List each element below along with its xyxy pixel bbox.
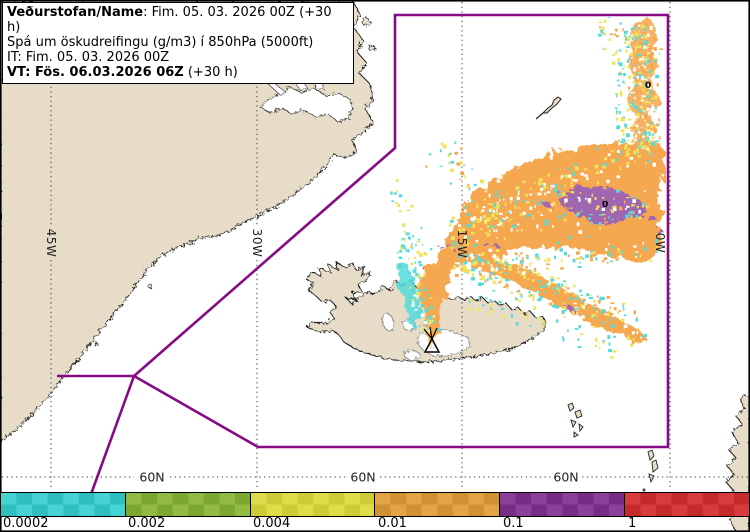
plume-purple-fragments <box>439 203 663 312</box>
colorbar-tick: 0.0002 <box>3 516 49 531</box>
latitude-label-60n-1: 60N <box>139 469 165 485</box>
header-vt-bold: VT: Fös. 06.03.2026 06Z <box>7 65 184 80</box>
plume-purple-core <box>558 186 647 222</box>
header-name-bold: Veðurstofan/Name <box>7 5 144 20</box>
colorbar-segment-orange <box>375 493 501 516</box>
colorbar-segment-red <box>625 493 750 516</box>
colorbar-segment-yellow <box>250 493 376 516</box>
colorbar-segment-purple <box>500 493 626 516</box>
header-line-3: IT: Fim. 05. 03. 2026 00Z <box>7 50 170 65</box>
latitude-label-60n-3: 60N <box>553 469 579 485</box>
graticule <box>2 2 748 490</box>
colorbar-tick: 0.002 <box>128 516 166 531</box>
ash-plume <box>388 17 665 359</box>
plume-speckles <box>388 17 664 359</box>
shetland-islands <box>642 449 659 492</box>
fir-boundary <box>57 13 670 498</box>
volcano-eruption-icon <box>423 326 441 353</box>
contour-label-0-a: 0 <box>602 200 609 210</box>
meridian-label-15w: 15W <box>455 229 469 259</box>
header-line-2: Spá um öskudreifingu (g/m3) í 850hPa (50… <box>7 35 314 50</box>
jan-mayen-island <box>535 96 562 120</box>
concentration-colorbar <box>0 492 750 517</box>
latitude-label-60n-2: 60N <box>350 469 376 485</box>
meridian-label-30w: 30W <box>250 228 264 258</box>
colorbar-tick: 0.01 <box>378 516 407 531</box>
header-line-4: VT: Fös. 06.03.2026 06Z (+30 h) <box>7 65 238 80</box>
colorbar-tick-labels: 0.0002 0.002 0.004 0.01 0.1 1 <box>0 516 750 532</box>
plume-cyan-west-streak <box>398 262 420 330</box>
faroe-islands <box>567 402 584 438</box>
colorbar-tick: 0.1 <box>503 516 524 531</box>
colorbar-segment-green <box>125 493 251 516</box>
colorbar-tick: 1 <box>628 516 637 531</box>
colorbar-tick: 0.004 <box>253 516 291 531</box>
colorbar-segment-cyan <box>0 493 126 516</box>
header-line-1: Veðurstofan/Name: Fim. 05. 03. 2026 00Z … <box>7 5 332 35</box>
forecast-header-box: Veðurstofan/Name: Fim. 05. 03. 2026 00Z … <box>2 2 354 84</box>
meridian-label-45w: 45W <box>44 228 58 258</box>
contour-label-0-b: 0 <box>645 81 652 91</box>
meridian-label-0w: 0W <box>653 232 667 254</box>
